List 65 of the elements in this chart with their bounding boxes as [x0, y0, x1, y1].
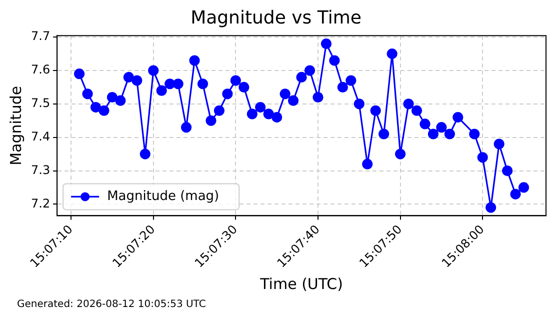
point: [288, 95, 299, 106]
point: [189, 55, 200, 66]
point: [320, 38, 332, 50]
point: [230, 75, 241, 86]
legend-label: Magnitude (mag): [107, 189, 220, 204]
point: [346, 75, 356, 86]
point: [164, 78, 176, 90]
point: [395, 148, 406, 160]
point: [115, 95, 126, 106]
point: [403, 98, 414, 110]
y-tick-label: 7.4: [30, 129, 50, 144]
point: [246, 108, 258, 120]
point: [428, 128, 439, 140]
point: [494, 138, 504, 150]
point: [502, 165, 513, 176]
point: [132, 75, 142, 86]
y-tick-label: 7.5: [30, 96, 50, 110]
point: [337, 82, 348, 93]
point: [378, 128, 390, 140]
point: [74, 68, 85, 80]
point: [206, 115, 216, 126]
point: [90, 102, 102, 113]
y-tick-label: 7.6: [30, 62, 50, 77]
point: [354, 98, 364, 110]
point: [172, 78, 184, 90]
point: [312, 92, 324, 103]
point: [370, 105, 381, 116]
point: [197, 78, 208, 90]
chart-title: Magnitude vs Time: [190, 7, 362, 28]
point: [469, 128, 480, 140]
point: [123, 72, 134, 82]
point: [436, 122, 447, 133]
point: [510, 188, 521, 200]
point: [420, 118, 430, 130]
text: Generated: 2026-08-12 10:05:53 UTC: [17, 299, 206, 310]
point: [156, 85, 167, 96]
point: [82, 88, 93, 100]
point: [329, 55, 340, 66]
point: [518, 182, 530, 193]
point: [140, 148, 150, 160]
point: [411, 105, 422, 116]
point: [214, 105, 225, 116]
point: [477, 152, 488, 163]
point: [98, 105, 110, 116]
y-tick-label: 7.3: [30, 162, 50, 177]
point: [255, 102, 266, 113]
point: [106, 92, 118, 103]
point: [386, 48, 398, 60]
point: [486, 202, 496, 213]
point: [263, 108, 274, 120]
point: [444, 128, 455, 140]
point: [148, 65, 159, 76]
point: [238, 82, 250, 93]
point: [296, 72, 307, 82]
y-tick-label: 7.7: [30, 29, 50, 44]
point: [181, 122, 192, 133]
x-axis-title: Time (UTC): [259, 274, 344, 293]
point: [362, 158, 373, 170]
point: [222, 88, 233, 100]
point: [272, 112, 282, 123]
point: [304, 65, 316, 76]
point: [452, 112, 464, 123]
y-axis-title: Magnitude: [6, 86, 25, 166]
point: [280, 88, 290, 100]
y-tick-label: 7.2: [30, 196, 50, 210]
